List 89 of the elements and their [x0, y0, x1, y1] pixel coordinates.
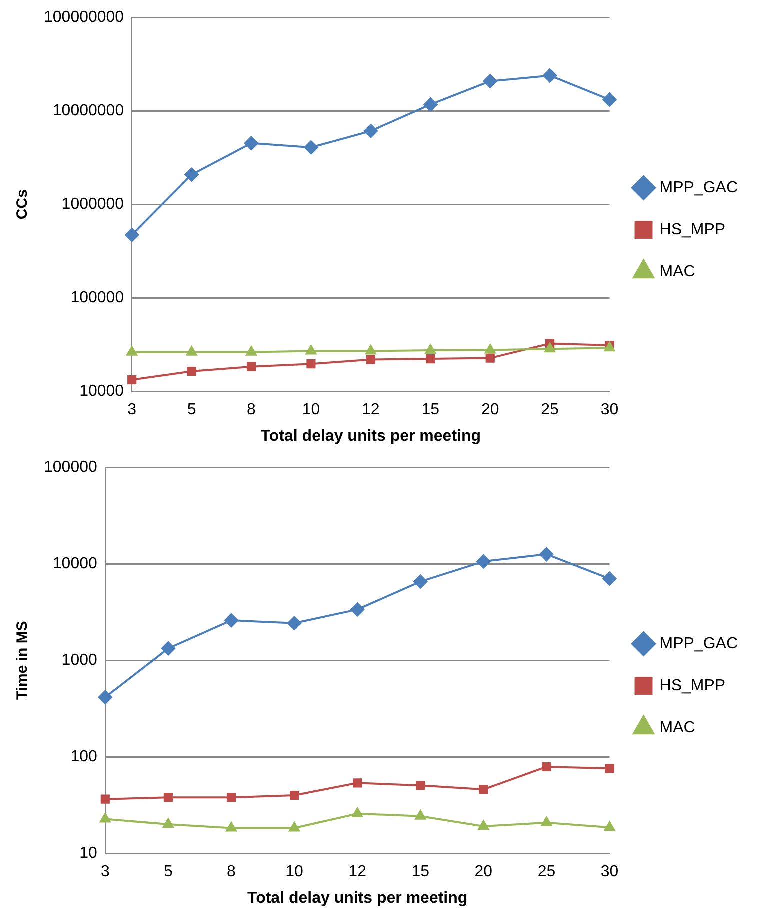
point — [306, 360, 316, 369]
x-axis-title: Total delay units per meeting — [260, 428, 482, 445]
point — [100, 794, 110, 804]
point — [184, 168, 199, 182]
legend-label: MPP_GAC — [660, 179, 738, 196]
y-tick-label: 1000 — [62, 652, 98, 670]
y-tick-label: 1000000 — [62, 196, 124, 214]
legend-label: HS_MPP — [660, 677, 726, 694]
point — [366, 355, 376, 364]
x-tick-label: 30 — [600, 864, 619, 881]
point — [416, 781, 426, 790]
point — [485, 344, 496, 354]
y-tick-label: 10000000 — [52, 102, 124, 120]
y-tick-label: 10000 — [80, 383, 124, 400]
point — [226, 822, 237, 832]
y-tick-label: 10 — [80, 845, 98, 862]
point — [544, 343, 556, 353]
x-tick-label: 15 — [412, 864, 430, 881]
point — [290, 790, 300, 800]
point — [246, 362, 256, 372]
point — [306, 345, 317, 355]
point — [186, 346, 198, 356]
x-tick-label: 5 — [187, 402, 196, 419]
point — [541, 816, 552, 826]
point — [414, 574, 428, 589]
x-tick-label: 3 — [100, 864, 110, 881]
x-tick-label: 12 — [348, 864, 367, 881]
x-axis-title: Total delay units per meeting — [247, 890, 468, 907]
x-tick-label: 10 — [286, 864, 304, 881]
point — [126, 346, 138, 356]
x-tick-label: 3 — [128, 402, 137, 419]
x-tick-label: 10 — [302, 402, 320, 419]
point — [479, 785, 488, 794]
x-tick-label: 25 — [541, 402, 560, 419]
x-tick-label: 12 — [362, 402, 380, 419]
point — [478, 820, 489, 830]
point — [415, 810, 426, 820]
point — [542, 762, 552, 772]
point — [289, 822, 300, 832]
y-axis-title: Time in MS — [14, 621, 32, 700]
point — [604, 822, 616, 832]
point — [161, 642, 176, 656]
point — [226, 793, 236, 802]
point — [125, 228, 140, 242]
y-tick-label: 100 — [70, 748, 98, 766]
point — [244, 136, 259, 150]
point — [605, 764, 614, 774]
point — [483, 74, 498, 88]
point — [350, 602, 365, 617]
y-tick-label: 100000 — [70, 290, 124, 307]
y-tick-label: 10000 — [52, 556, 98, 573]
x-tick-label: 8 — [247, 402, 256, 419]
legend-label: MAC — [660, 263, 696, 280]
point — [164, 793, 173, 802]
x-tick-label: 15 — [422, 402, 440, 419]
point — [224, 614, 238, 628]
point — [187, 366, 196, 376]
y-tick-label: 100000 — [44, 459, 98, 476]
legend-label: MAC — [660, 719, 696, 736]
point — [353, 778, 362, 788]
point — [352, 808, 363, 818]
x-tick-label: 30 — [600, 402, 619, 419]
point — [246, 346, 257, 356]
point — [425, 344, 436, 354]
point — [486, 354, 495, 363]
point — [364, 124, 378, 138]
point — [100, 813, 111, 823]
x-tick-label: 20 — [481, 402, 500, 419]
point — [424, 98, 438, 112]
x-tick-label: 8 — [227, 864, 236, 881]
point — [602, 572, 617, 586]
legend-label: MPP_GAC — [660, 635, 738, 652]
point — [540, 547, 554, 562]
point — [98, 690, 112, 704]
point — [543, 68, 558, 83]
point — [476, 554, 491, 569]
point — [304, 140, 318, 155]
point — [128, 375, 137, 385]
point — [163, 818, 174, 828]
x-tick-label: 20 — [474, 864, 493, 881]
point — [602, 92, 617, 107]
point — [426, 354, 436, 364]
x-tick-label: 5 — [164, 864, 173, 881]
point — [366, 345, 376, 355]
x-tick-label: 25 — [538, 864, 556, 881]
y-axis-title: CCs — [14, 190, 32, 220]
point — [288, 616, 302, 630]
y-tick-label: 100000000 — [44, 9, 124, 26]
legend-label: HS_MPP — [660, 221, 726, 238]
